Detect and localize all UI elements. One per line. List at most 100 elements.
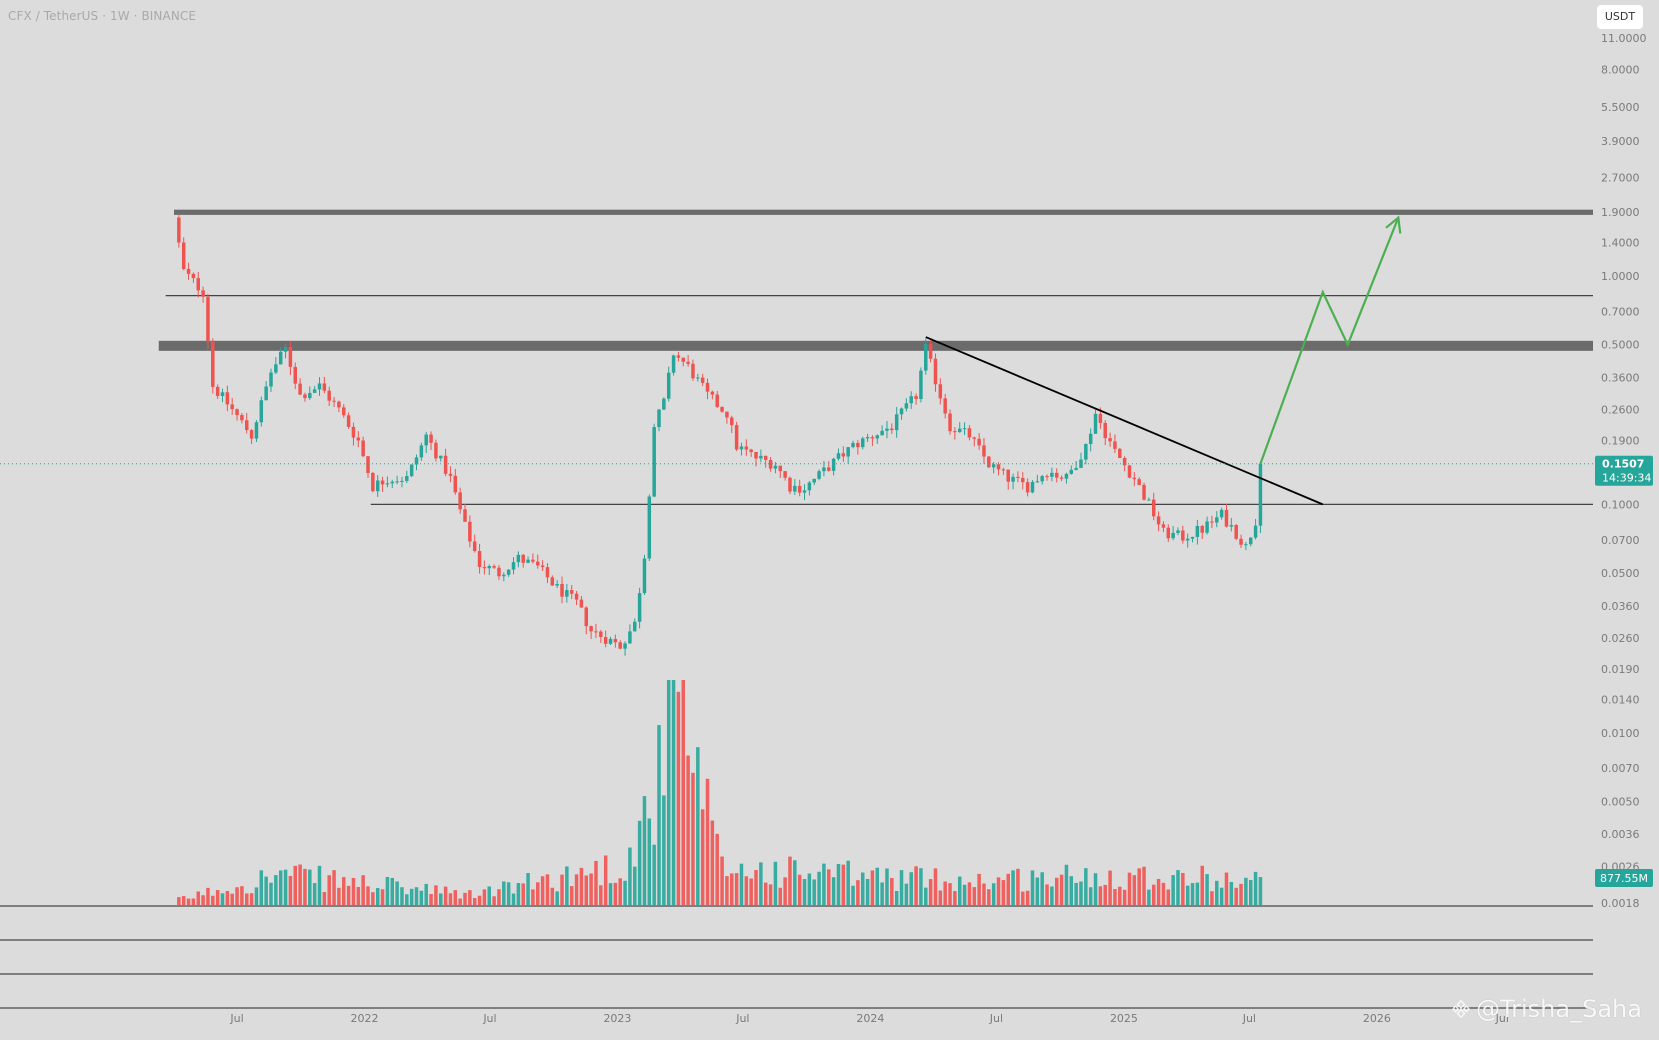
candle[interactable]	[191, 273, 196, 279]
candle[interactable]	[594, 631, 598, 633]
candle[interactable]	[875, 435, 880, 439]
candle[interactable]	[274, 364, 278, 373]
candle[interactable]	[715, 394, 719, 407]
candle[interactable]	[1161, 524, 1166, 528]
candle[interactable]	[1016, 476, 1020, 478]
candle[interactable]	[555, 584, 559, 586]
candle[interactable]	[506, 569, 511, 575]
candle[interactable]	[482, 567, 487, 569]
candle[interactable]	[419, 445, 424, 458]
candle[interactable]	[211, 341, 215, 387]
candle[interactable]	[443, 455, 448, 474]
candle[interactable]	[657, 409, 661, 428]
candle[interactable]	[230, 404, 234, 410]
candle[interactable]	[487, 566, 492, 569]
candle[interactable]	[666, 372, 671, 399]
candle[interactable]	[894, 414, 899, 431]
candle[interactable]	[540, 565, 545, 568]
candle[interactable]	[308, 392, 312, 399]
candle[interactable]	[303, 394, 307, 399]
candle[interactable]	[938, 384, 943, 399]
candle[interactable]	[652, 427, 656, 497]
candle[interactable]	[642, 558, 647, 594]
candle[interactable]	[1195, 525, 1200, 537]
candle[interactable]	[1045, 476, 1049, 478]
candle[interactable]	[807, 482, 812, 491]
candle[interactable]	[1210, 521, 1214, 523]
candle[interactable]	[371, 472, 375, 492]
candle[interactable]	[1147, 499, 1151, 501]
candle[interactable]	[1118, 448, 1122, 458]
candle[interactable]	[899, 408, 904, 415]
candle[interactable]	[768, 459, 773, 469]
candle[interactable]	[317, 383, 322, 390]
candle[interactable]	[744, 446, 749, 450]
candle[interactable]	[1156, 516, 1161, 525]
candle[interactable]	[375, 480, 380, 492]
candle[interactable]	[254, 422, 259, 439]
candle[interactable]	[453, 475, 458, 493]
candle[interactable]	[332, 400, 336, 402]
candle[interactable]	[802, 490, 807, 493]
candle[interactable]	[472, 541, 477, 552]
candle[interactable]	[186, 268, 191, 274]
candle[interactable]	[778, 465, 783, 472]
candle[interactable]	[269, 372, 273, 387]
candle[interactable]	[346, 415, 351, 427]
candle[interactable]	[914, 396, 918, 399]
candle[interactable]	[511, 562, 516, 570]
candle[interactable]	[739, 446, 744, 450]
candle[interactable]	[502, 574, 506, 577]
candle[interactable]	[206, 296, 210, 342]
candle[interactable]	[521, 554, 525, 563]
candle[interactable]	[1025, 482, 1030, 493]
candle[interactable]	[1113, 441, 1117, 449]
candle[interactable]	[414, 457, 419, 465]
candle[interactable]	[686, 361, 690, 364]
candle[interactable]	[691, 363, 695, 379]
candle[interactable]	[569, 590, 574, 594]
candle[interactable]	[220, 392, 225, 396]
candle[interactable]	[948, 413, 952, 432]
candle[interactable]	[967, 428, 972, 438]
candle[interactable]	[1021, 477, 1025, 483]
candle[interactable]	[957, 428, 962, 433]
candle[interactable]	[536, 561, 540, 566]
candle[interactable]	[788, 477, 792, 492]
candle[interactable]	[846, 447, 850, 457]
candle[interactable]	[972, 437, 977, 439]
candle[interactable]	[574, 593, 579, 600]
candle[interactable]	[439, 455, 443, 459]
resistance-zone[interactable]	[158, 340, 1593, 351]
candle[interactable]	[448, 473, 453, 476]
candle[interactable]	[812, 478, 816, 483]
candle[interactable]	[681, 357, 686, 362]
candle[interactable]	[943, 398, 947, 414]
candle[interactable]	[1219, 509, 1224, 518]
candle[interactable]	[458, 492, 462, 510]
candle[interactable]	[327, 390, 331, 401]
candle[interactable]	[1229, 524, 1234, 527]
candle[interactable]	[1074, 467, 1078, 470]
candle[interactable]	[962, 428, 967, 430]
candle[interactable]	[890, 428, 894, 431]
candle[interactable]	[259, 400, 264, 423]
candle[interactable]	[904, 403, 909, 409]
candle[interactable]	[1248, 537, 1253, 545]
candle[interactable]	[851, 442, 855, 448]
candle[interactable]	[754, 452, 758, 459]
candle[interactable]	[977, 438, 981, 446]
candle[interactable]	[215, 386, 220, 396]
candle[interactable]	[579, 599, 584, 608]
candle[interactable]	[405, 476, 409, 481]
candle[interactable]	[1166, 527, 1171, 539]
candle[interactable]	[1011, 476, 1015, 482]
candle[interactable]	[181, 242, 186, 269]
candle[interactable]	[225, 392, 230, 405]
candle[interactable]	[1050, 472, 1054, 477]
candle[interactable]	[841, 453, 846, 457]
candle[interactable]	[705, 382, 710, 392]
candle[interactable]	[1059, 477, 1064, 479]
candle[interactable]	[196, 278, 200, 291]
